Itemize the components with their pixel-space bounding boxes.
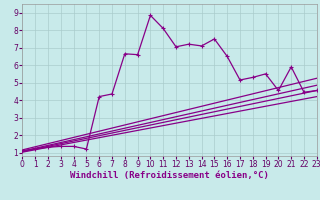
X-axis label: Windchill (Refroidissement éolien,°C): Windchill (Refroidissement éolien,°C) [70, 171, 269, 180]
